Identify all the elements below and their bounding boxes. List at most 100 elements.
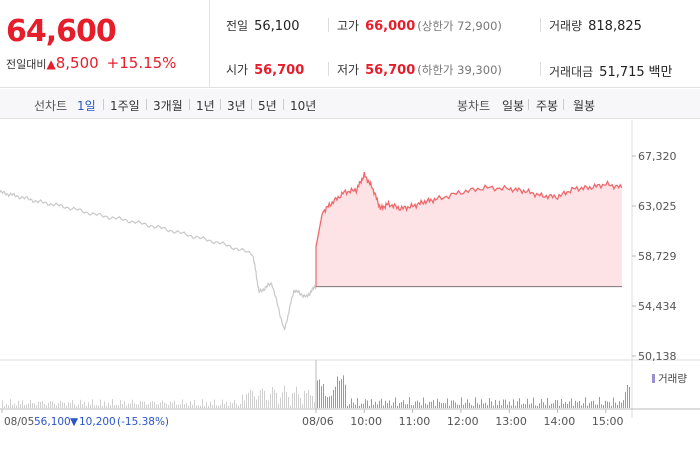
volume-bar — [499, 400, 500, 408]
up-triangle-icon: ▲ — [46, 57, 56, 71]
stat-sub: (상한가 72,900) — [417, 19, 502, 33]
volume-bar — [611, 405, 612, 408]
volume-bar — [517, 401, 518, 408]
volume-bar — [541, 398, 542, 408]
volume-bar — [154, 401, 155, 408]
volume-bar — [228, 405, 229, 408]
divider — [283, 99, 284, 110]
volume-bar — [260, 390, 261, 408]
volume-bar — [268, 400, 269, 408]
volume-bar — [401, 402, 402, 408]
period-3y[interactable]: 3년 — [227, 99, 246, 113]
volume-bar — [339, 380, 340, 408]
volume-bar — [329, 396, 330, 408]
footer-diff: 10,200 — [79, 416, 116, 428]
volume-bar — [74, 404, 75, 408]
stat-sub: (하한가 39,300) — [417, 63, 502, 77]
period-1w[interactable]: 1주일 — [110, 99, 140, 113]
volume-bar — [176, 404, 177, 408]
candle-weekly[interactable]: 주봉 — [536, 99, 559, 113]
period-10y[interactable]: 10년 — [290, 99, 317, 113]
volume-bar — [419, 402, 420, 408]
volume-bar — [2, 400, 3, 408]
volume-bar — [477, 403, 478, 408]
volume-bar — [84, 401, 85, 408]
prev-day-summary: 08/05 56,100 ▼ 10,200 (-15.38%) — [4, 416, 169, 428]
period-3m[interactable]: 3개월 — [153, 99, 183, 113]
candle-monthly[interactable]: 월봉 — [573, 99, 596, 113]
volume-bar — [104, 401, 105, 408]
volume-bar — [459, 404, 460, 408]
volume-bar — [575, 400, 576, 408]
volume-bar — [4, 405, 5, 408]
price-chart: 67,320 63,025 58,729 54,434 50,138 08/06 10:0… — [0, 120, 700, 428]
volume-bar — [383, 405, 384, 408]
volume-bar — [184, 404, 185, 408]
volume-bar — [120, 400, 121, 408]
volume-bar — [431, 401, 432, 408]
volume-bar — [62, 402, 63, 408]
volume-bar — [164, 402, 165, 408]
volume-bar — [264, 390, 265, 408]
volume-bar — [509, 401, 510, 408]
volume-bar — [405, 404, 406, 408]
stat-label: 거래대금 — [549, 65, 594, 79]
candle-daily[interactable]: 일봉 — [502, 99, 525, 113]
volume-bar — [172, 402, 173, 408]
volume-bar — [409, 397, 410, 408]
volume-bar — [44, 403, 45, 408]
volume-bar — [545, 404, 546, 408]
volume-bar — [294, 392, 295, 408]
volume-bar — [421, 405, 422, 408]
volume-bar — [234, 399, 235, 408]
volume-bar — [108, 402, 109, 408]
stat-label: 전일 — [226, 19, 249, 33]
price-box: 64,600 전일대비▲8,500 +15.15% — [0, 0, 210, 88]
volume-legend: 거래량 — [652, 373, 687, 385]
period-1y[interactable]: 1년 — [196, 99, 215, 113]
volume-bar — [192, 404, 193, 408]
volume-bar — [196, 405, 197, 408]
volume-bar — [365, 399, 366, 408]
stat-value: 56,700 — [254, 63, 305, 78]
period-1d[interactable]: 1일 — [77, 99, 96, 113]
volume-bar — [439, 401, 440, 408]
grid — [0, 120, 700, 418]
volume-bar — [467, 399, 468, 408]
y-tick-label: 67,320 — [638, 150, 677, 163]
volume-bar — [178, 404, 179, 408]
volume-bar — [593, 400, 594, 408]
volume-bar — [210, 401, 211, 408]
volume-bar — [218, 405, 219, 408]
volume-bar — [130, 403, 131, 408]
volume-bar — [140, 401, 141, 408]
volume-bar — [170, 401, 171, 408]
volume-bar — [64, 402, 65, 408]
volume-bar — [615, 402, 616, 408]
volume-bar — [220, 404, 221, 408]
period-bar: 선차트 1일 1주일 3개월 1년 3년 5년 10년 봉차트 일봉 주봉 월봉 — [0, 89, 700, 119]
volume-bar — [571, 398, 572, 408]
volume-bar — [527, 398, 528, 408]
volume-bars — [2, 375, 630, 408]
stat-label: 고가 — [337, 19, 360, 33]
volume-bar — [274, 389, 275, 408]
volume-bar — [619, 401, 620, 408]
period-5y[interactable]: 5년 — [258, 99, 277, 113]
volume-bar — [627, 384, 628, 408]
volume-bar — [226, 402, 227, 408]
volume-bar — [110, 405, 111, 408]
volume-bar — [156, 404, 157, 408]
volume-bar — [152, 400, 153, 408]
volume-bar — [50, 401, 51, 408]
volume-bar — [555, 399, 556, 408]
volume-bar — [597, 404, 598, 408]
volume-bar — [298, 394, 299, 408]
volume-bar — [613, 397, 614, 408]
volume-bar — [573, 405, 574, 408]
volume-bar — [317, 380, 318, 408]
volume-bar — [525, 404, 526, 408]
volume-bar — [537, 405, 538, 408]
volume-bar — [437, 398, 438, 408]
today-price-line — [315, 171, 623, 248]
